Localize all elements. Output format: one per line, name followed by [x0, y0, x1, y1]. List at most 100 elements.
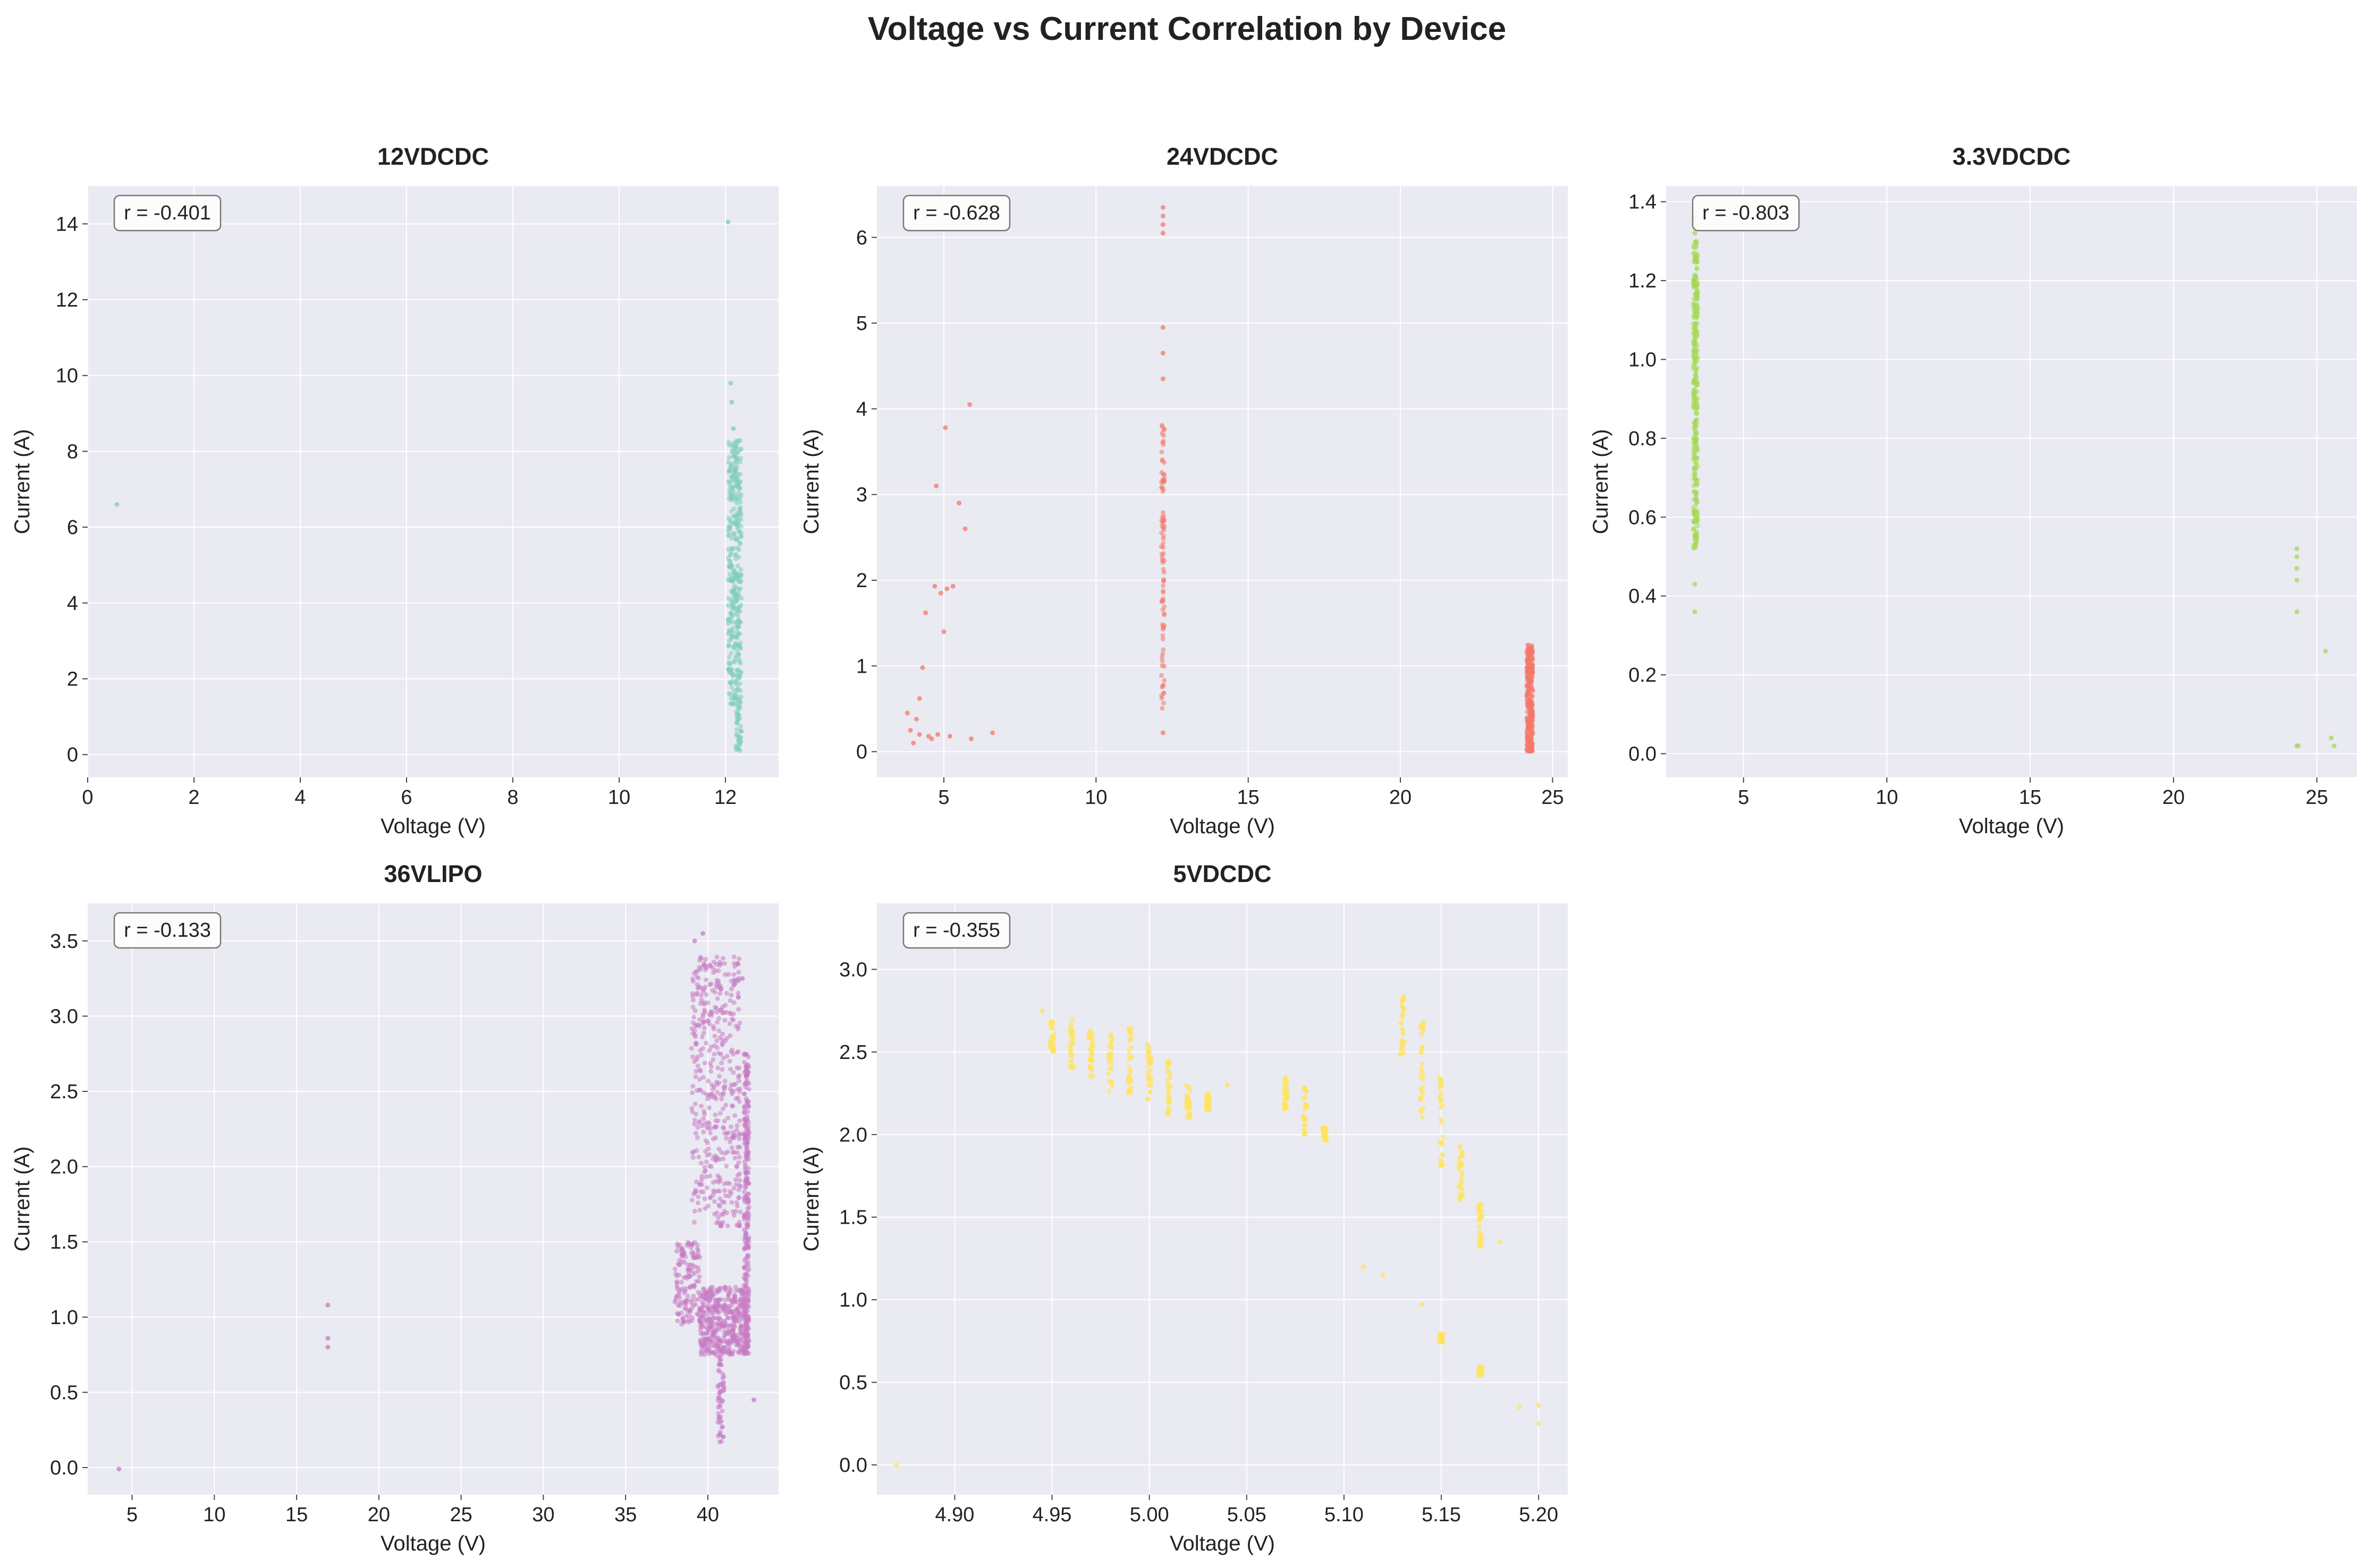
- y-tick-label: 2: [67, 668, 78, 691]
- x-tick-label: 2: [188, 786, 199, 809]
- data-point: [695, 1135, 700, 1140]
- data-point: [1160, 510, 1165, 515]
- data-point: [1400, 1031, 1406, 1036]
- data-point: [1692, 419, 1697, 425]
- data-point: [1530, 665, 1535, 671]
- data-point: [706, 1326, 712, 1331]
- x-axis-label: Voltage (V): [381, 1532, 486, 1555]
- data-point: [1419, 1044, 1424, 1049]
- data-point: [1108, 1039, 1113, 1045]
- data-point: [929, 736, 934, 741]
- data-point: [745, 1223, 750, 1228]
- data-point: [697, 1181, 703, 1186]
- x-tick-label: 10: [203, 1504, 225, 1526]
- data-point: [720, 1067, 725, 1072]
- data-point: [1694, 350, 1699, 355]
- data-point: [722, 1318, 727, 1324]
- x-axis-label: Voltage (V): [1170, 1532, 1275, 1555]
- data-point: [746, 1235, 751, 1240]
- data-point: [1457, 1158, 1462, 1163]
- data-point: [701, 1019, 706, 1024]
- data-point: [1069, 1017, 1075, 1022]
- data-point: [1420, 1115, 1425, 1120]
- data-point: [1694, 315, 1700, 320]
- data-point: [692, 1255, 698, 1260]
- data-point: [1160, 231, 1165, 236]
- data-point: [727, 1351, 732, 1356]
- data-point: [698, 993, 704, 998]
- data-point: [736, 1349, 741, 1354]
- data-point: [744, 1062, 749, 1067]
- data-point: [1457, 1144, 1463, 1149]
- data-point: [690, 1054, 695, 1060]
- data-point: [695, 1245, 700, 1251]
- data-point: [716, 1028, 722, 1033]
- data-point: [715, 1316, 721, 1321]
- data-point: [1439, 1339, 1444, 1344]
- data-point: [706, 1105, 712, 1111]
- data-point: [1693, 439, 1698, 444]
- data-point: [717, 1404, 723, 1409]
- data-point: [1165, 1106, 1171, 1111]
- data-point: [950, 583, 956, 589]
- data-point: [1694, 507, 1699, 513]
- correlation-box-frame: [113, 194, 222, 232]
- data-point: [738, 1209, 743, 1215]
- data-point: [1165, 1097, 1171, 1102]
- data-point: [685, 1276, 690, 1281]
- data-point: [714, 1089, 720, 1095]
- data-point: [1525, 694, 1530, 700]
- data-point: [695, 1265, 700, 1270]
- data-point: [1160, 651, 1165, 657]
- data-point: [706, 1121, 712, 1126]
- data-point: [690, 976, 695, 981]
- data-point: [733, 1208, 739, 1214]
- figure-title: Voltage vs Current Correlation by Device: [867, 11, 1507, 47]
- data-point: [1497, 1239, 1502, 1244]
- data-point: [1421, 1073, 1426, 1078]
- data-point: [733, 573, 739, 579]
- data-point: [706, 1308, 712, 1313]
- data-point: [1301, 1115, 1306, 1120]
- data-point: [1695, 512, 1700, 518]
- y-tick-label: 0.0: [50, 1457, 78, 1479]
- data-point: [729, 696, 734, 701]
- data-point: [733, 656, 738, 662]
- data-point: [734, 978, 740, 983]
- data-point: [728, 701, 733, 706]
- data-point: [1459, 1170, 1465, 1175]
- data-point: [1160, 376, 1165, 382]
- data-point: [717, 990, 723, 996]
- data-point: [736, 617, 741, 623]
- data-point: [920, 665, 925, 671]
- y-tick-label: 0.5: [50, 1381, 78, 1404]
- data-point: [731, 1133, 736, 1138]
- plot-area: [877, 186, 1568, 777]
- data-point: [742, 1107, 748, 1112]
- x-tick-label: 5.00: [1130, 1504, 1169, 1526]
- data-point: [1051, 1026, 1056, 1031]
- data-point: [1401, 1006, 1406, 1011]
- data-point: [737, 1155, 742, 1160]
- data-point: [709, 1013, 714, 1018]
- data-point: [696, 1296, 702, 1302]
- data-point: [734, 1203, 740, 1209]
- data-point: [693, 1112, 698, 1117]
- x-tick-label: 35: [614, 1504, 637, 1526]
- data-point: [731, 514, 736, 519]
- data-point: [1087, 1046, 1092, 1052]
- data-point: [696, 1155, 702, 1160]
- y-tick-label: 4: [67, 592, 78, 615]
- data-point: [325, 1302, 331, 1308]
- x-tick-label: 5.10: [1324, 1504, 1364, 1526]
- data-point: [1166, 1088, 1171, 1093]
- data-point: [1695, 253, 1700, 258]
- data-point: [1161, 551, 1166, 556]
- data-point: [1477, 1229, 1482, 1234]
- data-point: [728, 1337, 733, 1343]
- data-point: [1691, 245, 1696, 250]
- data-point: [737, 1136, 742, 1141]
- data-point: [743, 1277, 748, 1282]
- data-point: [724, 1054, 730, 1059]
- data-point: [1282, 1101, 1288, 1107]
